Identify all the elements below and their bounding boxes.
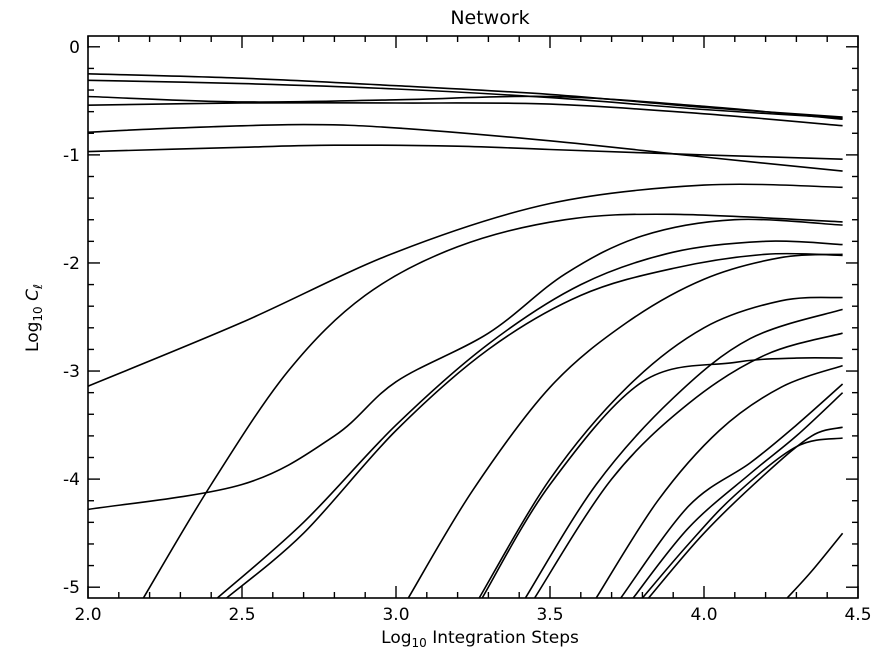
y-tick-label: -4	[63, 470, 80, 490]
x-axis-label: Log10 Integration Steps	[381, 628, 579, 650]
y-axis-label-var: C	[23, 289, 43, 301]
plot-area	[87, 35, 859, 599]
x-tick-label: 3.0	[382, 605, 409, 625]
series-line-3	[88, 95, 843, 120]
y-axis-label-log: Log	[23, 322, 43, 352]
x-tick-labels: 2.0 2.5 3.0 3.5 4.0 4.5	[74, 605, 871, 625]
series-line-10	[216, 240, 843, 598]
series-line-12	[407, 253, 843, 598]
y-tick-labels: 0 -1 -2 -3 -4 -5	[63, 38, 80, 598]
y-tick-label: -2	[63, 254, 80, 274]
x-tick-label: 4.0	[690, 605, 717, 625]
plot-frame	[87, 35, 859, 599]
series-layer	[88, 73, 844, 598]
series-line-18	[620, 383, 844, 598]
series-line-5	[88, 123, 843, 172]
x-tick-label: 2.5	[228, 605, 255, 625]
y-tick-label: 0	[69, 38, 80, 58]
series-line-21	[647, 426, 843, 598]
series-line-6	[88, 144, 843, 160]
chart-title: Network	[450, 7, 529, 29]
series-line-17	[595, 364, 843, 598]
series-line-19	[632, 392, 844, 598]
series-line-20	[641, 437, 843, 598]
x-axis-label-log: Log	[381, 628, 411, 648]
series-line-11	[226, 252, 843, 598]
series-line-7	[88, 183, 843, 387]
y-tick-label: -5	[63, 578, 80, 598]
y-axis-label-sub: 10	[31, 306, 45, 321]
y-tick-label: -1	[63, 146, 80, 166]
series-line-16	[533, 332, 843, 598]
y-axis-label-var-sub: ℓ	[31, 284, 45, 290]
series-line-8	[142, 213, 843, 598]
y-axis-label: Log10 Cℓ	[23, 284, 45, 352]
y-tick-label: -3	[63, 362, 80, 382]
x-tick-label: 3.5	[536, 605, 563, 625]
x-axis-label-sub: 10	[412, 636, 427, 650]
series-line-2	[88, 79, 843, 119]
series-line-4	[88, 101, 843, 127]
x-tick-label: 2.0	[74, 605, 101, 625]
x-axis-label-rest: Integration Steps	[427, 628, 579, 648]
x-tick-label: 4.5	[844, 605, 871, 625]
series-line-1	[88, 73, 843, 118]
series-line-13	[478, 296, 843, 598]
series-line-22	[786, 532, 844, 598]
tick-layer	[87, 36, 859, 598]
series-line-9	[88, 218, 843, 511]
series-line-14	[481, 356, 843, 598]
series-line-15	[524, 308, 843, 598]
